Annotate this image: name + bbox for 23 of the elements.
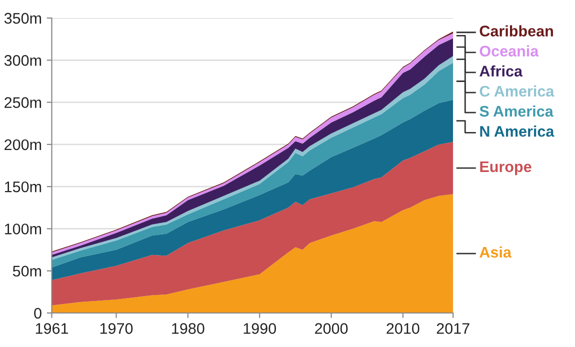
x-tick-label: 2010 bbox=[386, 323, 420, 334]
x-tick-label: 1980 bbox=[172, 323, 204, 334]
series-label: Asia bbox=[480, 246, 512, 258]
series-label: Caribbean bbox=[480, 25, 553, 36]
y-tick-label: 200m bbox=[4, 139, 42, 150]
series-label: S America bbox=[480, 105, 554, 117]
y-tick-label: 250m bbox=[4, 97, 42, 108]
series-label: Oceania bbox=[480, 45, 539, 57]
text: C America bbox=[480, 85, 554, 97]
series-label: Europe bbox=[480, 161, 532, 176]
x-tick-label: 1970 bbox=[100, 323, 133, 334]
y-tick-label: 150m bbox=[4, 181, 42, 192]
x-tick-label: 2017 bbox=[436, 323, 470, 334]
series-label: Africa bbox=[480, 65, 523, 77]
y-tick-label: 100m bbox=[4, 224, 42, 234]
y-tick-label: 50m bbox=[12, 266, 42, 277]
y-tick-label: 0 bbox=[34, 308, 42, 319]
x-tick-label: 1961 bbox=[36, 323, 68, 334]
x-tick-label: 2000 bbox=[315, 323, 348, 334]
series-label: N America bbox=[480, 126, 554, 137]
y-tick-label: 300m bbox=[4, 55, 42, 66]
y-tick-label: 350m bbox=[4, 12, 42, 24]
x-tick-label: 1990 bbox=[244, 323, 276, 334]
